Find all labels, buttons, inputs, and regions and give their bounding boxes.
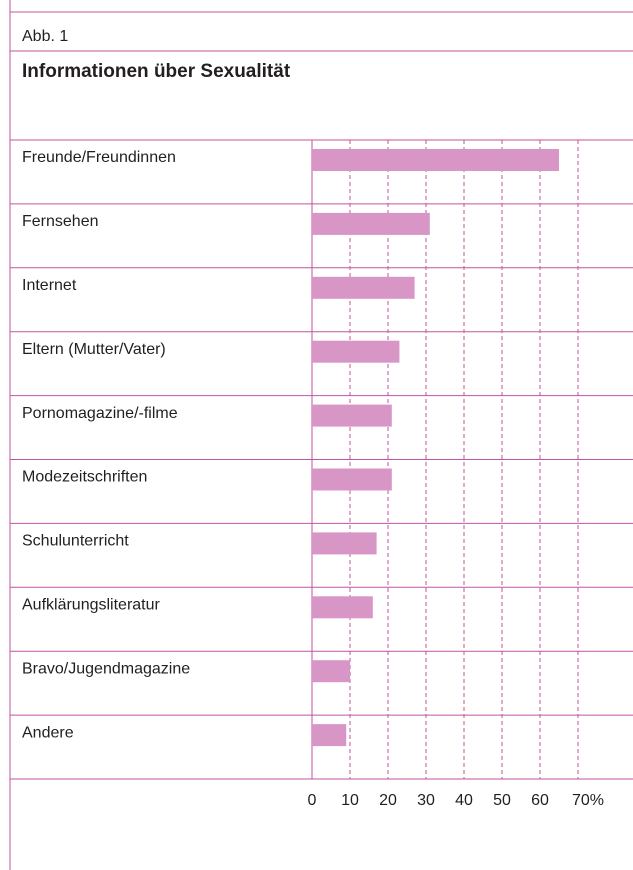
bar	[312, 724, 347, 747]
bar	[312, 149, 559, 171]
bar	[312, 468, 392, 491]
x-tick-label: 50	[493, 792, 511, 809]
category-label: Fernsehen	[22, 213, 99, 230]
x-tick-label: 0	[308, 792, 317, 809]
category-label: Internet	[22, 277, 77, 294]
bar	[312, 404, 392, 427]
x-tick-label: 40	[455, 792, 473, 809]
category-label: Modezeitschriften	[22, 469, 147, 486]
bar	[312, 276, 415, 299]
bar	[312, 212, 430, 235]
bar	[312, 340, 400, 363]
chart-title: Informationen über Sexualität	[22, 61, 291, 82]
x-tick-label: 70%	[572, 792, 604, 809]
x-tick-label: 60	[531, 792, 549, 809]
x-tick-label: 30	[417, 792, 435, 809]
category-label: Freunde/Freundinnen	[22, 149, 176, 166]
x-tick-label: 10	[341, 792, 359, 809]
bar	[312, 660, 350, 683]
category-label: Bravo/Jugendmagazine	[22, 660, 190, 677]
figure-label: Abb. 1	[22, 28, 68, 45]
bar	[312, 532, 377, 555]
category-label: Schulunterricht	[22, 533, 129, 550]
x-tick-label: 20	[379, 792, 397, 809]
bar	[312, 596, 373, 619]
category-label: Eltern (Mutter/Vater)	[22, 341, 166, 358]
category-label: Andere	[22, 724, 74, 741]
category-label: Aufklärungsliteratur	[22, 597, 161, 614]
category-label: Pornomagazine/-filme	[22, 405, 178, 422]
